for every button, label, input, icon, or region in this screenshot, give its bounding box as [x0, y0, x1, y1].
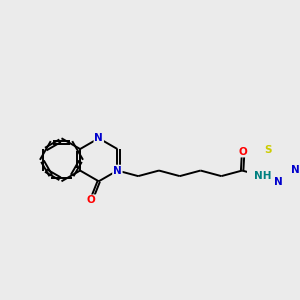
Text: N: N: [113, 166, 122, 176]
Text: O: O: [239, 147, 248, 157]
Text: O: O: [87, 195, 96, 205]
Text: N: N: [291, 165, 300, 175]
Text: N: N: [94, 133, 103, 143]
Text: N: N: [274, 177, 283, 187]
Text: S: S: [264, 145, 272, 155]
Text: NH: NH: [254, 171, 272, 181]
